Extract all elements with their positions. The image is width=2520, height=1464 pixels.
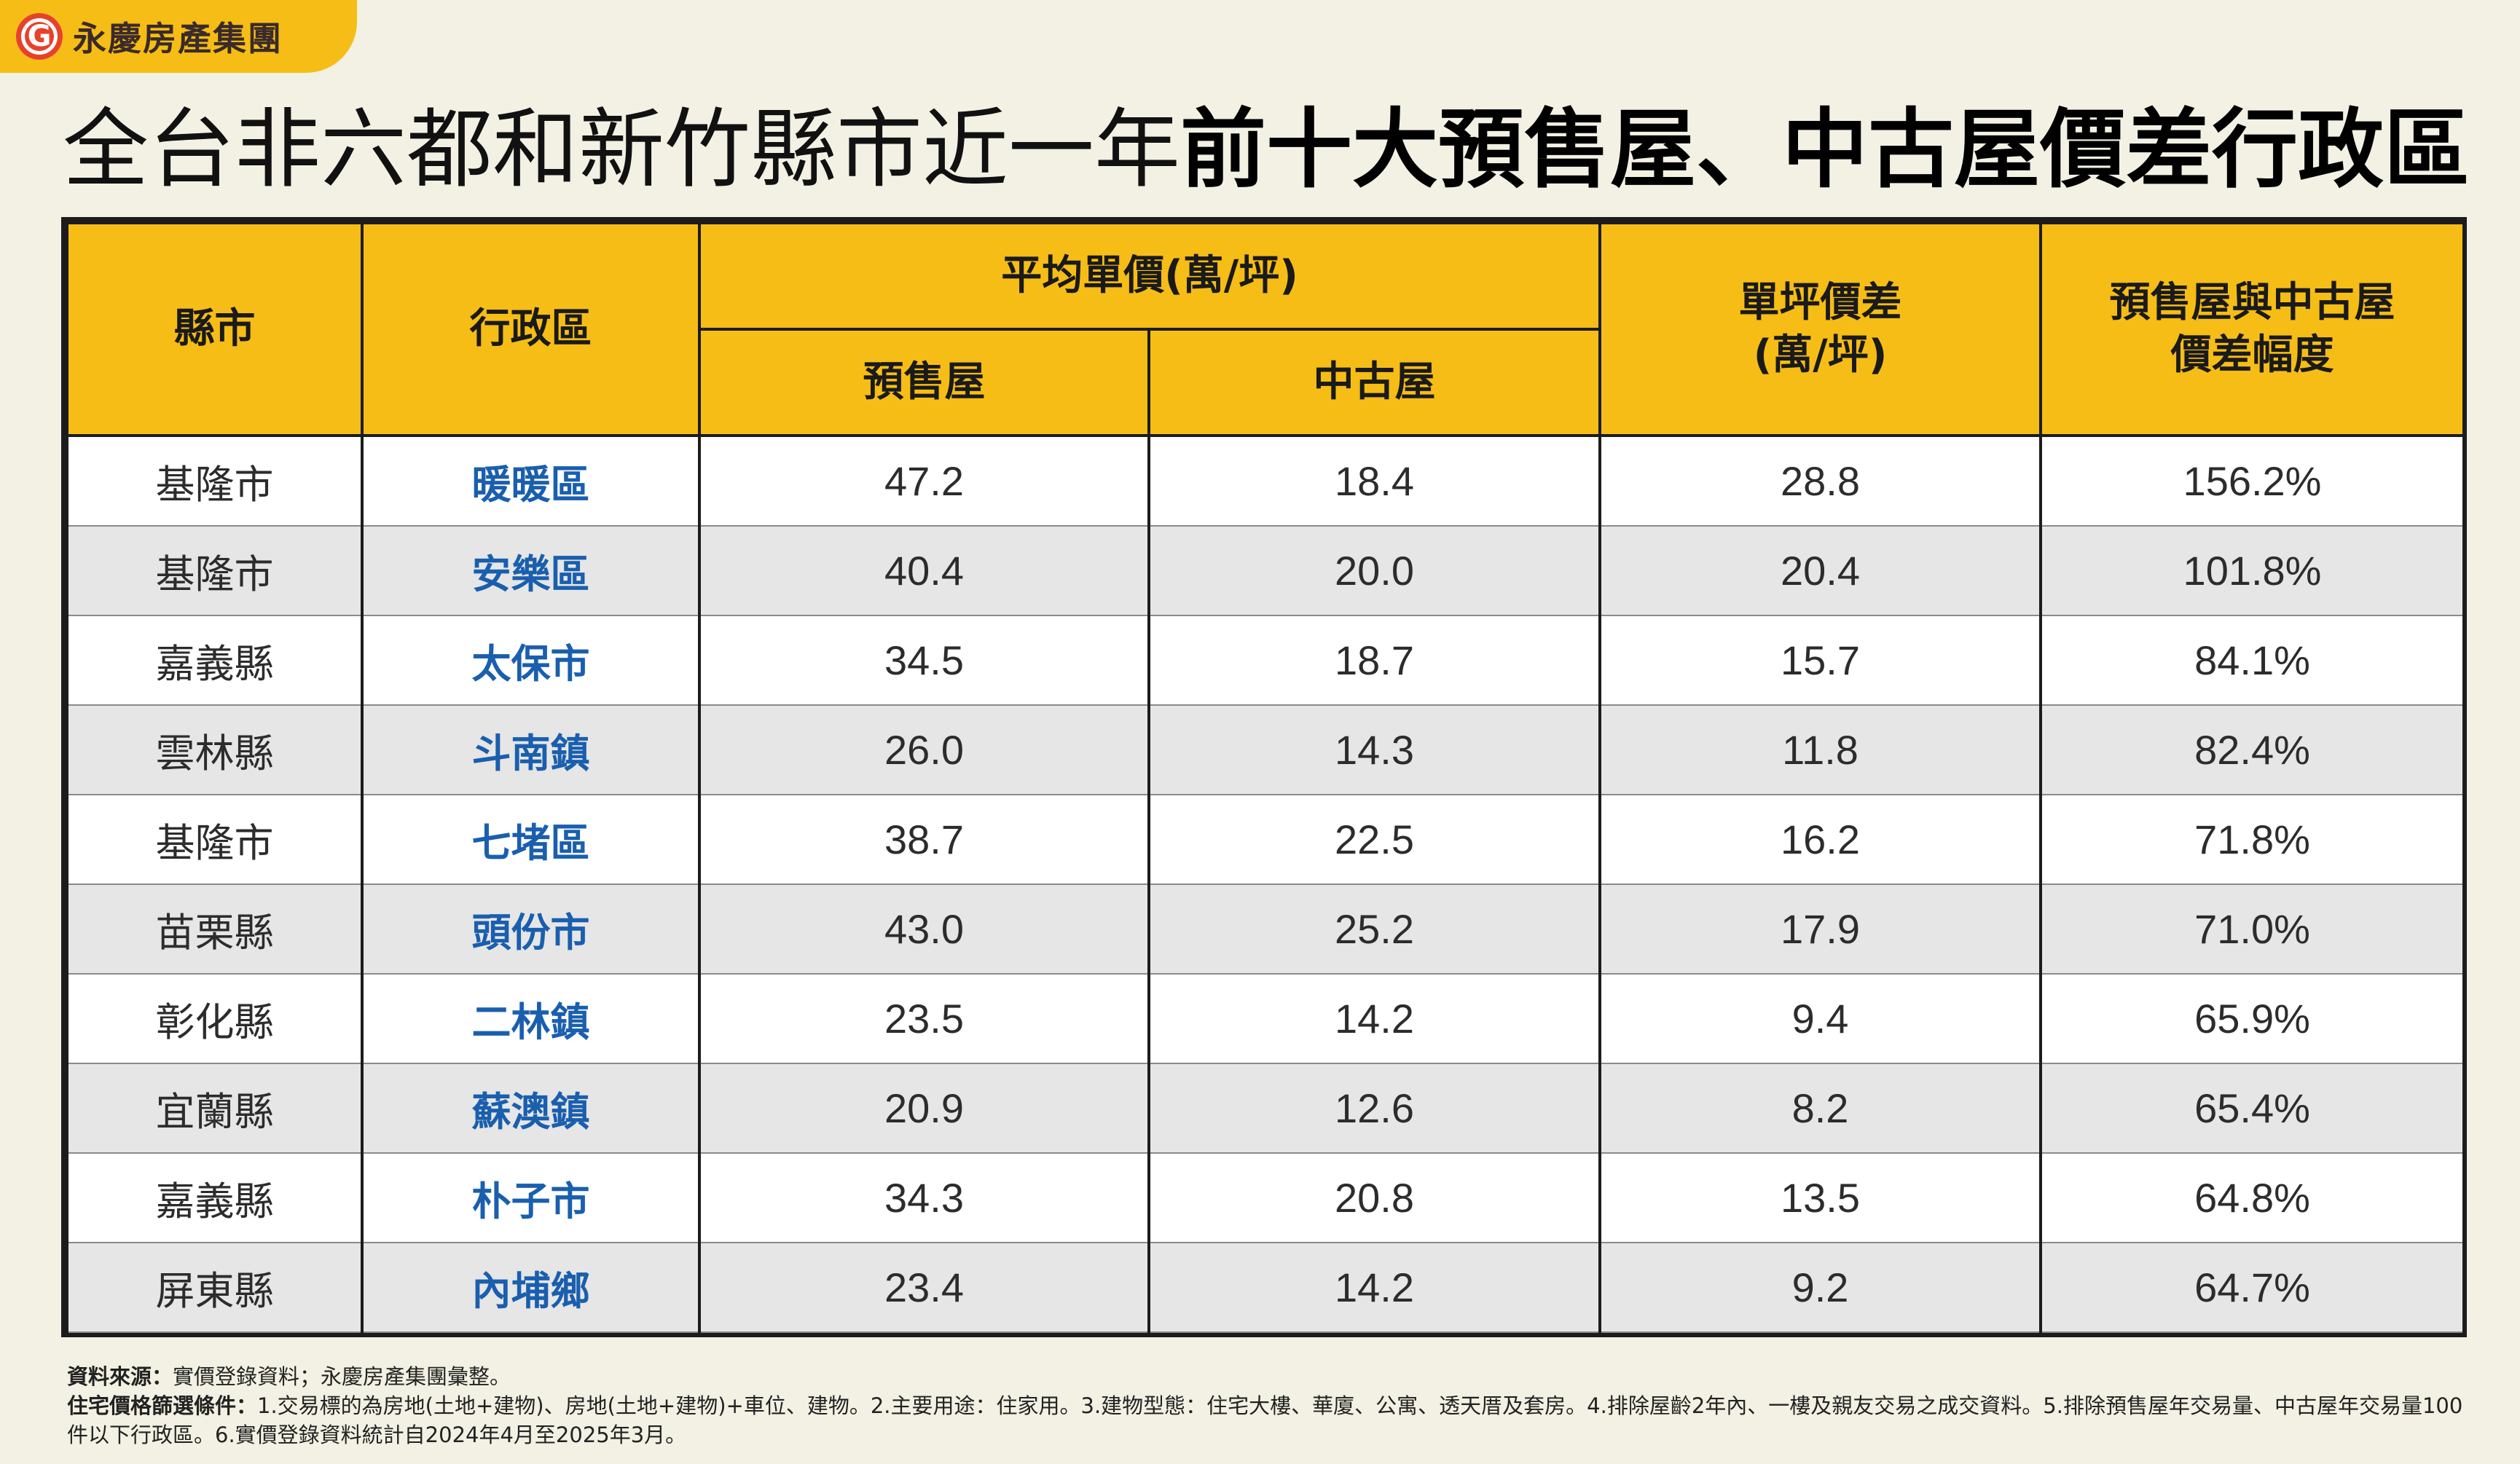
cell-presale: 43.0: [698, 884, 1150, 975]
source-note: 資料來源：實價登錄資料；永慶房產集團彙整。: [67, 1362, 2464, 1391]
cell-district: 太保市: [361, 615, 701, 706]
title-bold: 前十大預售屋、中古屋價差行政區: [1180, 99, 2470, 200]
cell-county: 基隆市: [66, 795, 364, 885]
table-row: 嘉義縣 朴子市 34.3 20.8 13.5 64.8%: [66, 1153, 2466, 1243]
cell-ratio: 65.4%: [2039, 1063, 2466, 1154]
table-row: 宜蘭縣 蘇澳鎮 20.9 12.6 8.2 65.4%: [66, 1063, 2466, 1154]
header-county: 縣市: [66, 221, 364, 437]
cell-used: 18.4: [1147, 436, 1602, 527]
yungching-logo-icon: G: [16, 13, 63, 60]
cell-district: 二林鎮: [361, 974, 701, 1064]
cell-diff: 9.4: [1598, 974, 2043, 1064]
table-body: 基隆市 暖暖區 47.2 18.4 28.8 156.2% 基隆市 安樂區 40.4 20.0 20…: [66, 436, 2466, 1333]
cell-county: 基隆市: [66, 526, 364, 616]
criteria-text: 1.交易標的為房地(土地+建物)、房地(土地+建物)+車位、建物。2.主要用途：…: [67, 1393, 2463, 1447]
header-used: 中古屋: [1147, 328, 1602, 437]
page-title: 全台非六都和新竹縣市近一年前十大預售屋、中古屋價差行政區: [63, 95, 2470, 204]
cell-diff: 13.5: [1598, 1153, 2043, 1243]
table-row: 彰化縣 二林鎮 23.5 14.2 9.4 65.9%: [66, 974, 2466, 1064]
cell-used: 14.2: [1147, 974, 1602, 1064]
cell-county: 嘉義縣: [66, 1153, 364, 1243]
criteria-label: 住宅價格篩選條件：: [67, 1393, 258, 1418]
cell-diff: 16.2: [1598, 795, 2043, 885]
cell-diff: 11.8: [1598, 705, 2043, 795]
cell-used: 14.3: [1147, 705, 1602, 795]
table-row: 嘉義縣 太保市 34.5 18.7 15.7 84.1%: [66, 615, 2466, 706]
header-ratio: 預售屋與中古屋 價差幅度: [2039, 221, 2466, 437]
footnotes: 資料來源：實價登錄資料；永慶房產集團彙整。 住宅價格篩選條件：1.交易標的為房地…: [67, 1362, 2464, 1449]
cell-diff: 28.8: [1598, 436, 2043, 527]
cell-district: 斗南鎮: [361, 705, 701, 795]
cell-used: 25.2: [1147, 884, 1602, 975]
header-avg-price-group: 平均單價(萬/坪): [697, 221, 1602, 331]
cell-ratio: 71.0%: [2039, 884, 2466, 975]
cell-presale: 26.0: [698, 705, 1150, 795]
header-diff: 單坪價差 (萬/坪): [1598, 221, 2043, 437]
cell-district: 內埔鄉: [361, 1243, 701, 1333]
cell-district: 暖暖區: [361, 436, 701, 527]
cell-diff: 17.9: [1598, 884, 2043, 975]
cell-ratio: 84.1%: [2039, 615, 2466, 706]
cell-county: 屏東縣: [66, 1243, 364, 1333]
header-ratio-line2: 價差幅度: [2170, 331, 2334, 379]
cell-diff: 9.2: [1598, 1243, 2043, 1333]
cell-presale: 23.4: [698, 1243, 1150, 1333]
cell-county: 基隆市: [66, 436, 364, 527]
table-row: 苗栗縣 頭份市 43.0 25.2 17.9 71.0%: [66, 884, 2466, 975]
table-row: 基隆市 暖暖區 47.2 18.4 28.8 156.2%: [66, 436, 2466, 527]
price-gap-table: 縣市 行政區 平均單價(萬/坪) 單坪價差 (萬/坪) 預售屋與中古屋 價差幅度…: [61, 217, 2467, 1337]
header-diff-line1: 單坪價差: [1738, 279, 1902, 326]
brand-name: 永慶房產集團: [73, 19, 283, 58]
cell-used: 20.0: [1147, 526, 1602, 616]
cell-district: 七堵區: [361, 795, 701, 885]
cell-county: 宜蘭縣: [66, 1063, 364, 1154]
cell-presale: 34.5: [698, 615, 1150, 706]
cell-presale: 47.2: [698, 436, 1150, 527]
cell-county: 雲林縣: [66, 705, 364, 795]
cell-district: 頭份市: [361, 884, 701, 975]
cell-ratio: 64.7%: [2039, 1243, 2466, 1333]
table-row: 屏東縣 內埔鄉 23.4 14.2 9.2 64.7%: [66, 1243, 2466, 1333]
table-row: 基隆市 安樂區 40.4 20.0 20.4 101.8%: [66, 526, 2466, 616]
cell-used: 22.5: [1147, 795, 1602, 885]
criteria-note: 住宅價格篩選條件：1.交易標的為房地(土地+建物)、房地(土地+建物)+車位、建…: [67, 1391, 2464, 1449]
header-diff-line2: (萬/坪): [1753, 331, 1888, 379]
source-label: 資料來源：: [67, 1364, 173, 1389]
cell-used: 20.8: [1147, 1153, 1602, 1243]
title-light: 全台非六都和新竹縣市近一年: [63, 99, 1181, 200]
cell-county: 彰化縣: [66, 974, 364, 1064]
cell-diff: 15.7: [1598, 615, 2043, 706]
cell-presale: 20.9: [698, 1063, 1150, 1154]
cell-ratio: 65.9%: [2039, 974, 2466, 1064]
cell-presale: 23.5: [698, 974, 1150, 1064]
table-row: 雲林縣 斗南鎮 26.0 14.3 11.8 82.4%: [66, 705, 2466, 795]
cell-ratio: 101.8%: [2039, 526, 2466, 616]
cell-diff: 20.4: [1598, 526, 2043, 616]
header-presale: 預售屋: [698, 328, 1150, 437]
header-district: 行政區: [361, 221, 701, 437]
header-ratio-line1: 預售屋與中古屋: [2109, 279, 2395, 326]
cell-used: 14.2: [1147, 1243, 1602, 1333]
cell-district: 朴子市: [361, 1153, 701, 1243]
cell-county: 苗栗縣: [66, 884, 364, 975]
cell-used: 12.6: [1147, 1063, 1602, 1154]
cell-presale: 34.3: [698, 1153, 1150, 1243]
cell-ratio: 71.8%: [2039, 795, 2466, 885]
cell-used: 18.7: [1147, 615, 1602, 706]
cell-ratio: 82.4%: [2039, 705, 2466, 795]
source-text: 實價登錄資料；永慶房產集團彙整。: [173, 1364, 511, 1389]
cell-diff: 8.2: [1598, 1063, 2043, 1154]
cell-presale: 40.4: [698, 526, 1150, 616]
brand-tab: G 永慶房產集團: [0, 0, 357, 73]
cell-ratio: 64.8%: [2039, 1153, 2466, 1243]
cell-district: 蘇澳鎮: [361, 1063, 701, 1154]
cell-county: 嘉義縣: [66, 615, 364, 706]
cell-district: 安樂區: [361, 526, 701, 616]
cell-ratio: 156.2%: [2039, 436, 2466, 527]
table-row: 基隆市 七堵區 38.7 22.5 16.2 71.8%: [66, 795, 2466, 885]
cell-presale: 38.7: [698, 795, 1150, 885]
